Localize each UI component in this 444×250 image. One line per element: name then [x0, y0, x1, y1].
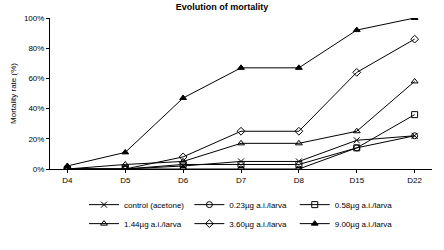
svg-text:9.00µg a.i./larva: 9.00µg a.i./larva: [335, 220, 393, 229]
svg-text:1.44µg a.i./larva: 1.44µg a.i./larva: [124, 220, 182, 229]
svg-text:D22: D22: [407, 176, 422, 185]
svg-text:20%: 20%: [28, 135, 44, 144]
svg-text:Mortality rate (%): Mortality rate (%): [9, 63, 18, 124]
svg-text:D6: D6: [178, 176, 189, 185]
svg-text:0%: 0%: [33, 165, 45, 174]
svg-text:D15: D15: [349, 176, 364, 185]
svg-text:Evolution of mortality: Evolution of mortality: [176, 2, 269, 12]
svg-text:D8: D8: [294, 176, 305, 185]
svg-text:control (acetone): control (acetone): [124, 201, 184, 210]
svg-text:100%: 100%: [24, 14, 44, 23]
svg-text:0.23µg a.i./larva: 0.23µg a.i./larva: [229, 201, 287, 210]
svg-text:D7: D7: [236, 176, 247, 185]
svg-text:60%: 60%: [28, 74, 44, 83]
svg-text:80%: 80%: [28, 44, 44, 53]
svg-text:40%: 40%: [28, 104, 44, 113]
svg-text:D4: D4: [62, 176, 73, 185]
svg-text:3.60µg a.i./larva: 3.60µg a.i./larva: [229, 220, 287, 229]
svg-text:D5: D5: [120, 176, 131, 185]
svg-text:0.58µg a.i./larva: 0.58µg a.i./larva: [335, 201, 393, 210]
